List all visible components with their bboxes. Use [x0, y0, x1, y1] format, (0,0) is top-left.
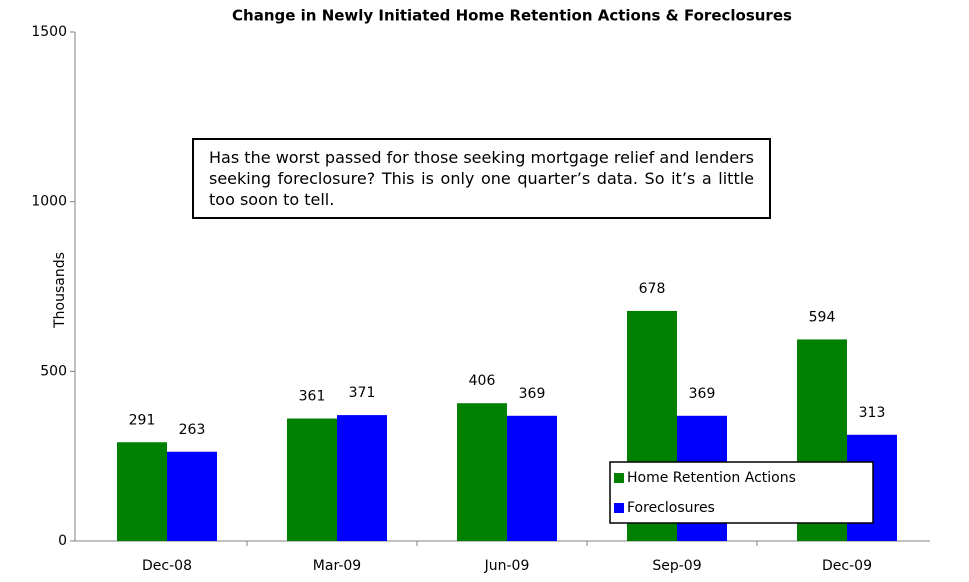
bar: [337, 415, 387, 541]
x-tick-label: Jun-09: [484, 558, 530, 574]
y-tick-label: 1500: [31, 24, 67, 40]
y-tick-label: 500: [40, 363, 67, 379]
legend-swatch: [614, 473, 624, 483]
legend-label: Home Retention Actions: [627, 470, 796, 486]
legend-swatch: [614, 503, 624, 513]
data-label: 371: [349, 385, 376, 401]
data-label: 678: [639, 281, 666, 297]
bar: [117, 442, 167, 541]
y-tick-label: 0: [58, 533, 67, 549]
x-tick-label: Dec-09: [822, 558, 872, 574]
y-tick-label: 1000: [31, 194, 67, 210]
legend-box: [609, 461, 874, 524]
data-label: 263: [179, 422, 206, 438]
x-tick-label: Mar-09: [313, 558, 361, 574]
data-label: 361: [299, 389, 326, 405]
data-label: 369: [519, 386, 546, 402]
data-label: 291: [129, 412, 156, 428]
bar: [457, 403, 507, 541]
bar: [287, 418, 337, 541]
data-label: 313: [859, 405, 886, 421]
annotation: Has the worst passed for those seeking m…: [192, 138, 771, 219]
chart-title: Change in Newly Initiated Home Retention…: [232, 7, 792, 25]
x-tick-label: Dec-08: [142, 558, 192, 574]
data-label: 594: [809, 309, 836, 325]
legend: Home Retention Actions Foreclosures: [609, 461, 874, 524]
data-label: 406: [469, 373, 496, 389]
legend-label: Foreclosures: [627, 500, 715, 516]
bar: [507, 415, 557, 541]
x-tick-label: Sep-09: [652, 558, 701, 574]
data-label: 369: [689, 386, 716, 402]
y-axis-label: Thousands: [52, 252, 68, 329]
bar: [167, 451, 217, 541]
